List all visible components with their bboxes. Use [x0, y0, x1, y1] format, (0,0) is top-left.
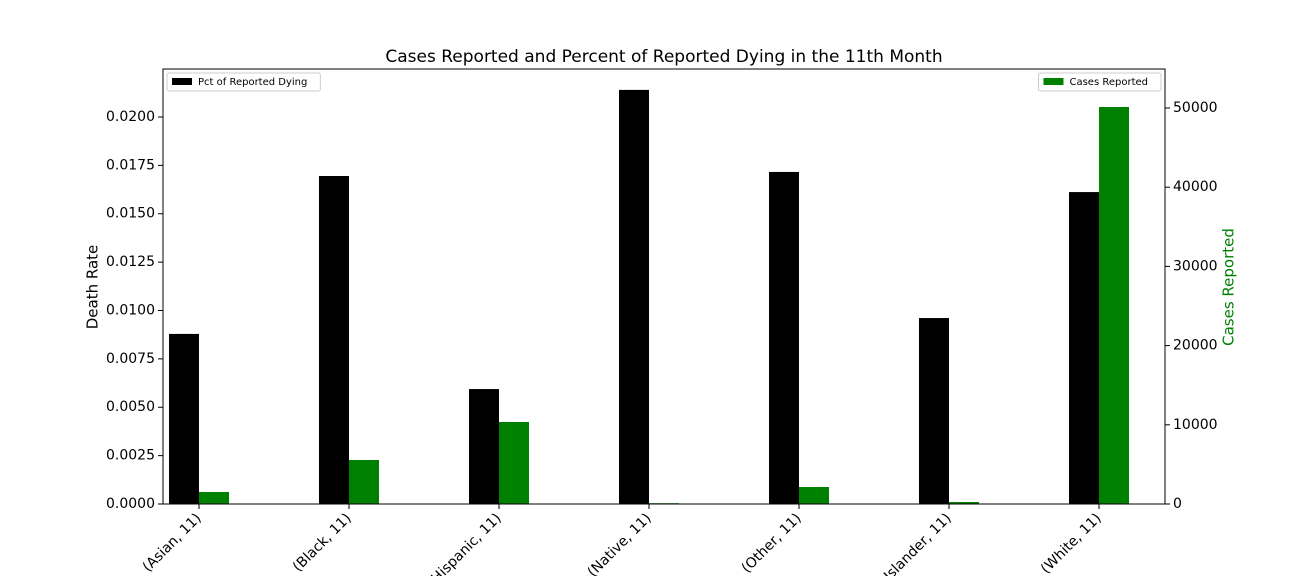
bar [1069, 192, 1099, 504]
y-tick-label: 0.0100 [106, 302, 155, 318]
x-tick-label: (Pacific Islander, 11) [843, 510, 955, 576]
bar [949, 502, 979, 504]
y2-tick-label: 20000 [1173, 338, 1218, 354]
y-tick-label: 0.0125 [106, 254, 155, 270]
legend-label: Pct of Reported Dying [198, 77, 307, 88]
y2-tick-label: 30000 [1173, 258, 1218, 274]
bar [199, 492, 229, 504]
x-tick-label: (Hispanic, 11) [425, 510, 505, 576]
bar [1099, 107, 1129, 504]
bar [919, 318, 949, 504]
y2-tick-label: 10000 [1173, 417, 1218, 433]
legend-label: Cases Reported [1069, 77, 1148, 88]
x-tick-label: (Native, 11) [585, 510, 655, 576]
y2-tick-label: 40000 [1173, 179, 1218, 195]
x-tick-label: (Black, 11) [290, 510, 355, 575]
bar [469, 389, 499, 504]
y2-axis-label: Cases Reported [1220, 228, 1238, 346]
y-tick-label: 0.0075 [106, 351, 155, 367]
y-axis-label: Death Rate [84, 245, 102, 330]
x-tick-label: (Asian, 11) [140, 510, 205, 575]
bar [619, 89, 649, 505]
x-tick-label: (Other, 11) [739, 510, 805, 576]
x-tick-label: (White, 11) [1038, 510, 1105, 576]
y-tick-label: 0.0025 [106, 448, 155, 464]
chart-title: Cases Reported and Percent of Reported D… [385, 47, 942, 67]
legend-box [166, 72, 321, 92]
legend-box [1037, 72, 1162, 92]
bar [799, 487, 829, 504]
legend-swatch [1043, 78, 1064, 85]
legend-swatch [172, 78, 192, 85]
bar [319, 176, 349, 504]
bar [499, 421, 529, 504]
y2-tick-label: 0 [1173, 496, 1182, 512]
bar [769, 171, 799, 505]
y-tick-label: 0.0175 [106, 157, 155, 173]
y-tick-label: 0.0050 [106, 399, 155, 415]
y2-tick-label: 50000 [1173, 100, 1218, 116]
plot-frame [162, 68, 1166, 505]
bar [169, 333, 199, 504]
y-tick-label: 0.0000 [106, 496, 155, 512]
y-tick-label: 0.0150 [106, 206, 155, 222]
y-tick-label: 0.0200 [106, 109, 155, 125]
bar [349, 459, 379, 504]
